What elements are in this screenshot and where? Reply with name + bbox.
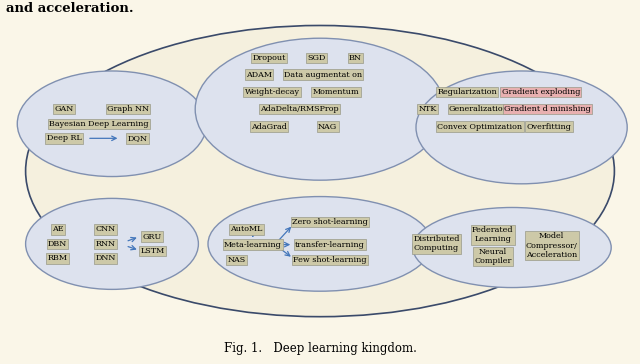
Text: Generalization: Generalization (449, 105, 509, 113)
Text: Weight-decay: Weight-decay (244, 88, 300, 96)
Text: Few shot-learning: Few shot-learning (293, 256, 366, 264)
Text: GAN: GAN (54, 105, 74, 113)
Text: BN: BN (349, 54, 362, 62)
Text: CNN: CNN (95, 225, 116, 233)
Text: DQN: DQN (127, 134, 148, 142)
Text: Distributed
Computing: Distributed Computing (413, 235, 460, 253)
Text: RNN: RNN (95, 240, 116, 248)
Text: Gradient d minishing: Gradient d minishing (504, 105, 591, 113)
Ellipse shape (17, 71, 207, 177)
Text: Fig. 1.   Deep learning kingdom.: Fig. 1. Deep learning kingdom. (223, 342, 417, 355)
Text: AdaDelta/RMSProp: AdaDelta/RMSProp (260, 105, 339, 113)
Text: AutoML: AutoML (230, 225, 262, 233)
Text: GRU: GRU (143, 233, 162, 241)
Text: Bayesian Deep Learning: Bayesian Deep Learning (49, 120, 149, 128)
Text: Graph NN: Graph NN (107, 105, 149, 113)
Text: Gradient exploding: Gradient exploding (502, 88, 580, 96)
Text: Momentum: Momentum (313, 88, 359, 96)
Text: LSTM: LSTM (140, 247, 164, 255)
Text: AdaGrad: AdaGrad (251, 123, 287, 131)
Ellipse shape (26, 198, 198, 289)
Text: Regularization: Regularization (437, 88, 497, 96)
Text: Federated
Learning: Federated Learning (472, 226, 513, 244)
Ellipse shape (413, 207, 611, 288)
Text: AE: AE (52, 225, 63, 233)
Ellipse shape (416, 71, 627, 184)
Text: Zero shot-learning: Zero shot-learning (292, 218, 367, 226)
Text: Model
Compressor/
Acceleration: Model Compressor/ Acceleration (525, 233, 578, 259)
Text: transfer-learning: transfer-learning (295, 241, 364, 249)
Text: Convex Optimization: Convex Optimization (437, 123, 523, 131)
Text: DNN: DNN (95, 254, 116, 262)
Text: DBN: DBN (48, 240, 67, 248)
Text: NTK: NTK (419, 105, 436, 113)
Text: Neural
Compiler: Neural Compiler (474, 248, 511, 265)
Text: NAS: NAS (228, 256, 246, 264)
Text: Data augmentat on: Data augmentat on (284, 71, 362, 79)
Text: Dropout: Dropout (252, 54, 285, 62)
Text: and acceleration.: and acceleration. (6, 2, 134, 15)
Ellipse shape (195, 38, 445, 180)
Text: Overfitting: Overfitting (527, 123, 572, 131)
Ellipse shape (208, 197, 432, 291)
Text: SGD: SGD (308, 54, 326, 62)
Text: RBM: RBM (47, 254, 68, 262)
Text: Deep RL: Deep RL (47, 134, 81, 142)
Ellipse shape (26, 25, 614, 317)
Text: Meta-learning: Meta-learning (224, 241, 282, 249)
Text: NAG: NAG (318, 123, 337, 131)
Text: ADAM: ADAM (246, 71, 272, 79)
